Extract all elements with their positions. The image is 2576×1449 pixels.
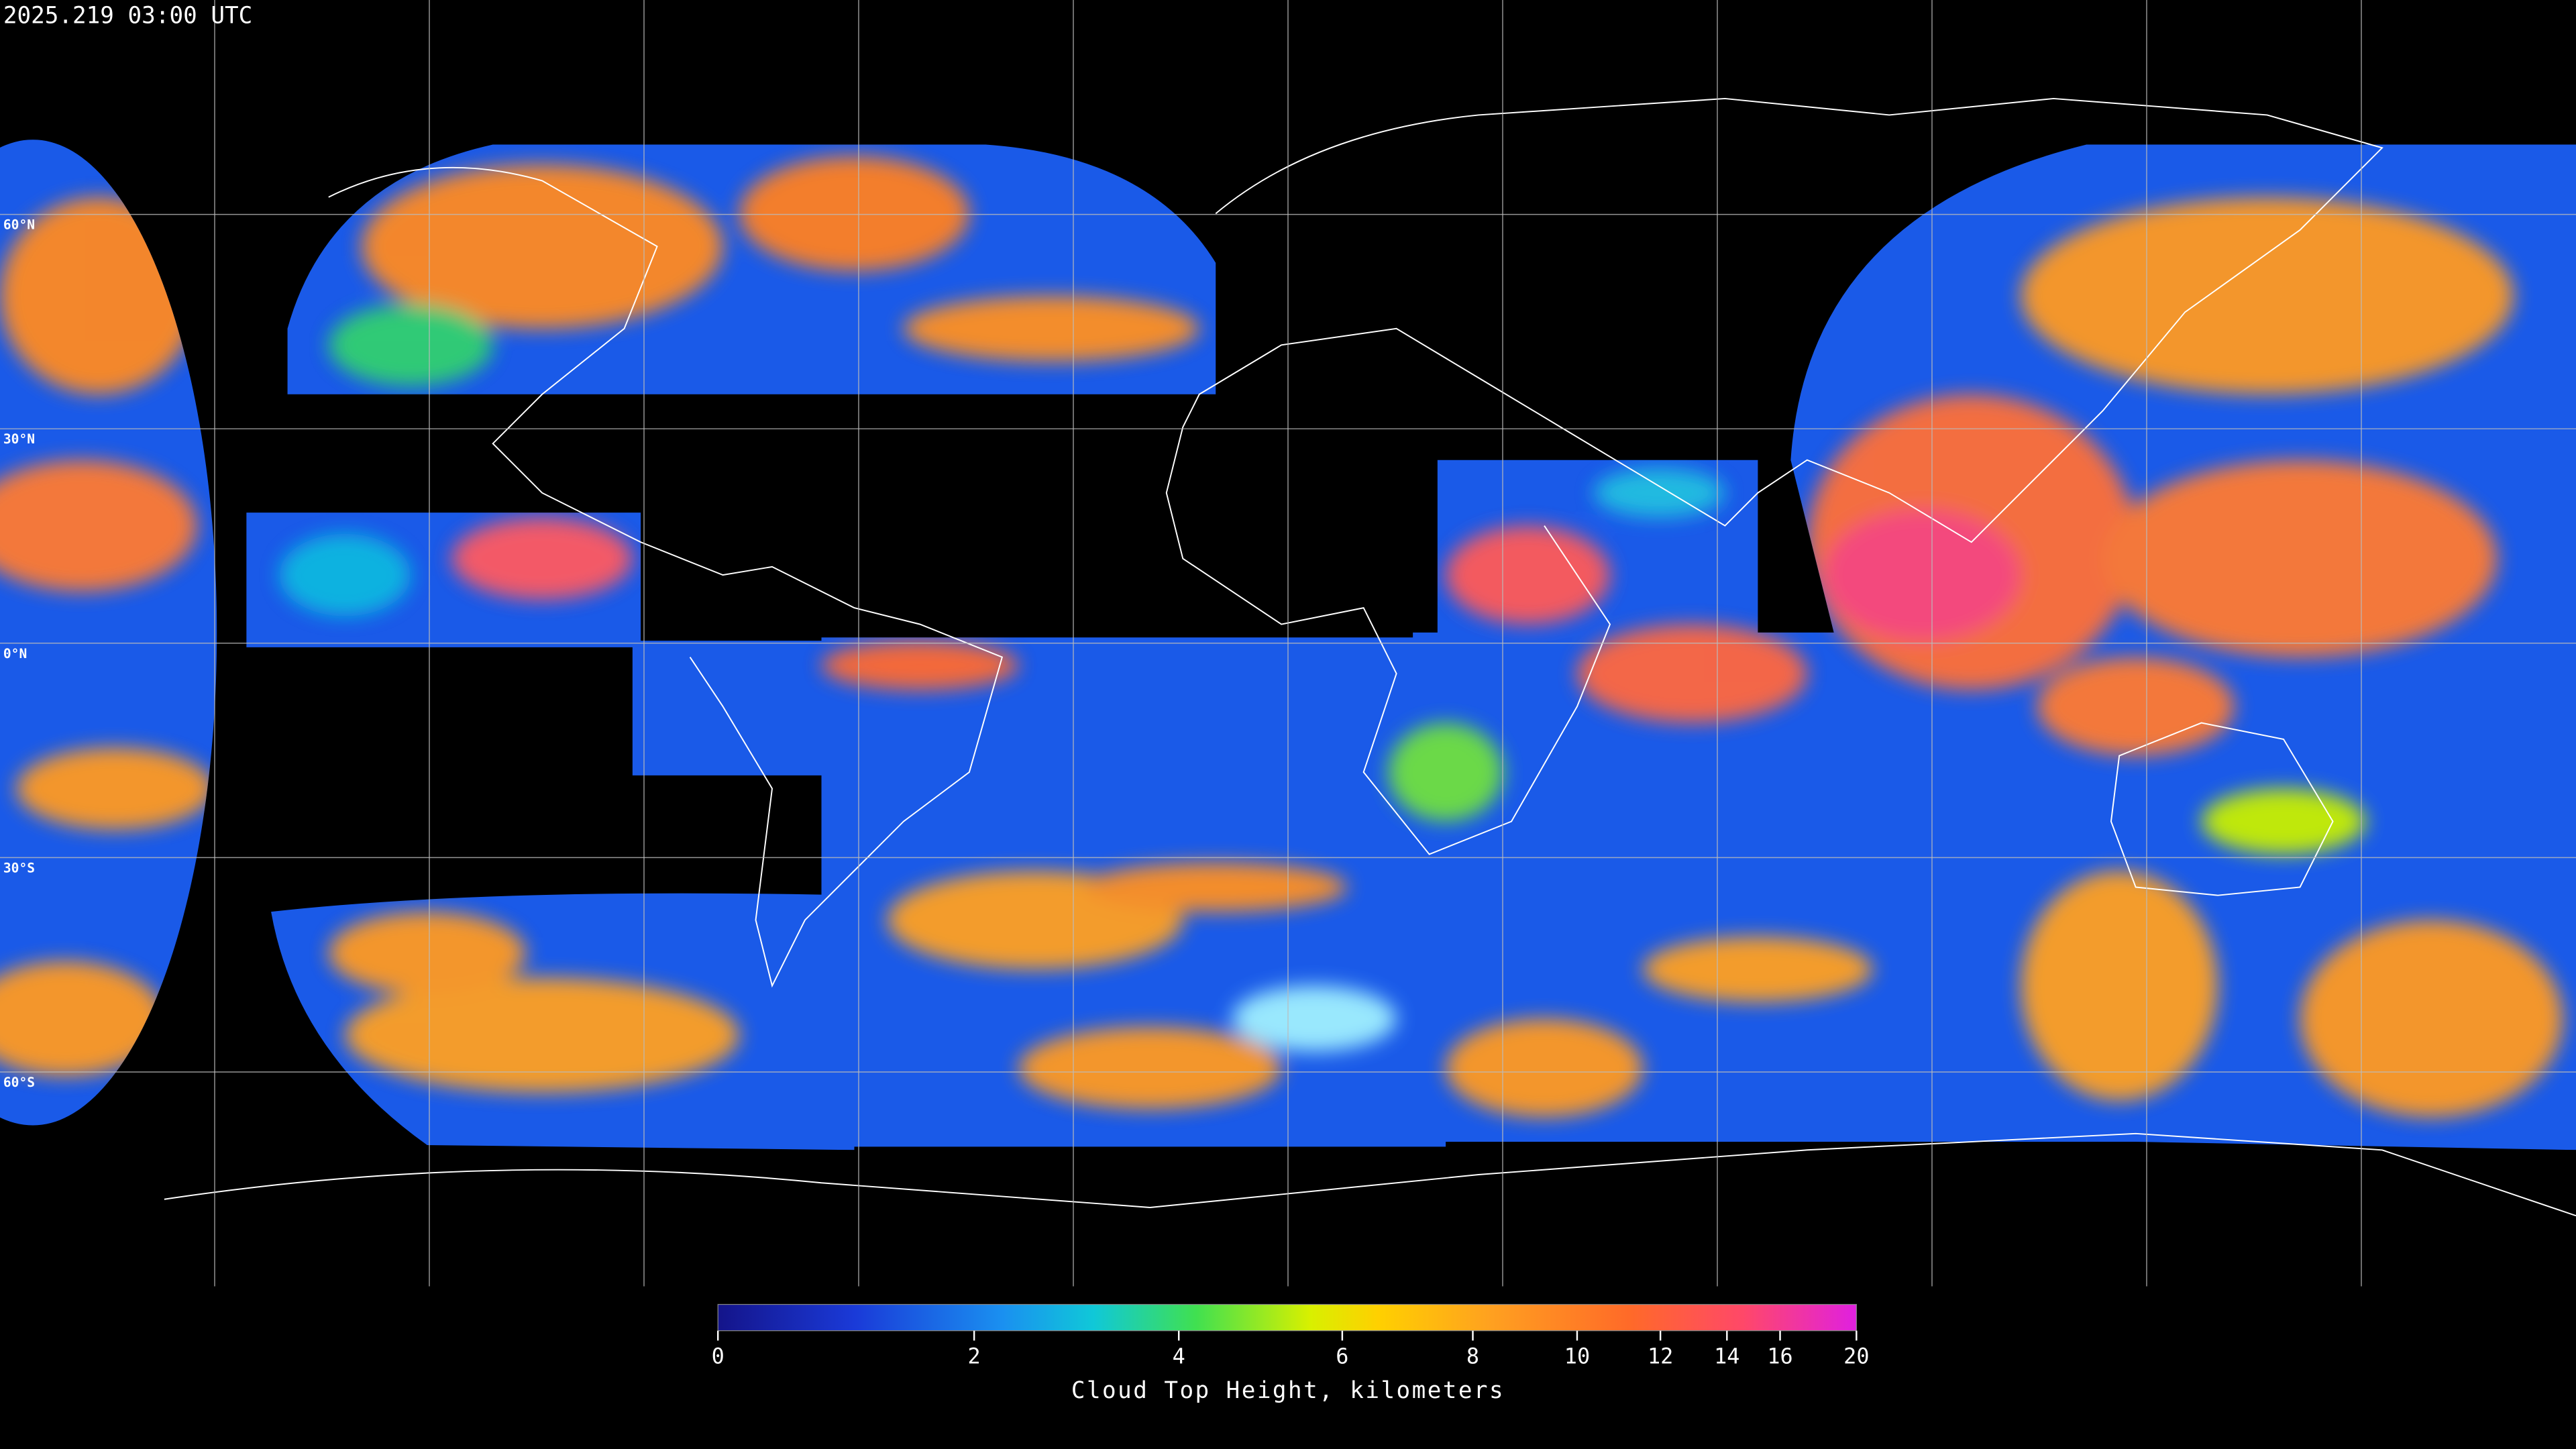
colorbar [717, 1303, 1857, 1332]
colorbar-tick-label: 10 [1564, 1344, 1590, 1369]
latitude-label: 60°N [3, 217, 35, 233]
colorbar-tick-label: 6 [1336, 1344, 1348, 1369]
colorbar-tick-label: 14 [1714, 1344, 1739, 1369]
colorbar-tick-label: 4 [1173, 1344, 1185, 1369]
colorbar-tick-label: 8 [1466, 1344, 1479, 1369]
colorbar-tick-label: 16 [1767, 1344, 1792, 1369]
colorbar-tick-label: 12 [1648, 1344, 1673, 1369]
coastlines [164, 97, 2576, 1217]
timestamp-title: 2025.219 03:00 UTC [3, 2, 252, 29]
latitude-label: 30°S [3, 860, 35, 875]
colorbar-ticks: 0 2 4 6 8 10 12 14 16 20 [712, 1330, 1870, 1369]
latitude-label: 0°N [3, 646, 27, 661]
latitude-label: 30°N [3, 431, 35, 447]
colorbar-tick-label: 2 [968, 1344, 981, 1369]
graticule [0, 0, 2576, 1287]
colorbar-tick-label: 0 [712, 1344, 724, 1369]
colorbar-tick-label: 20 [1843, 1344, 1869, 1369]
colorbar-label: Cloud Top Height, kilometers [1071, 1377, 1505, 1404]
latitude-labels: 60°N 30°N 0°N 30°S 60°S [3, 217, 35, 1090]
latitude-label: 60°S [3, 1075, 35, 1090]
